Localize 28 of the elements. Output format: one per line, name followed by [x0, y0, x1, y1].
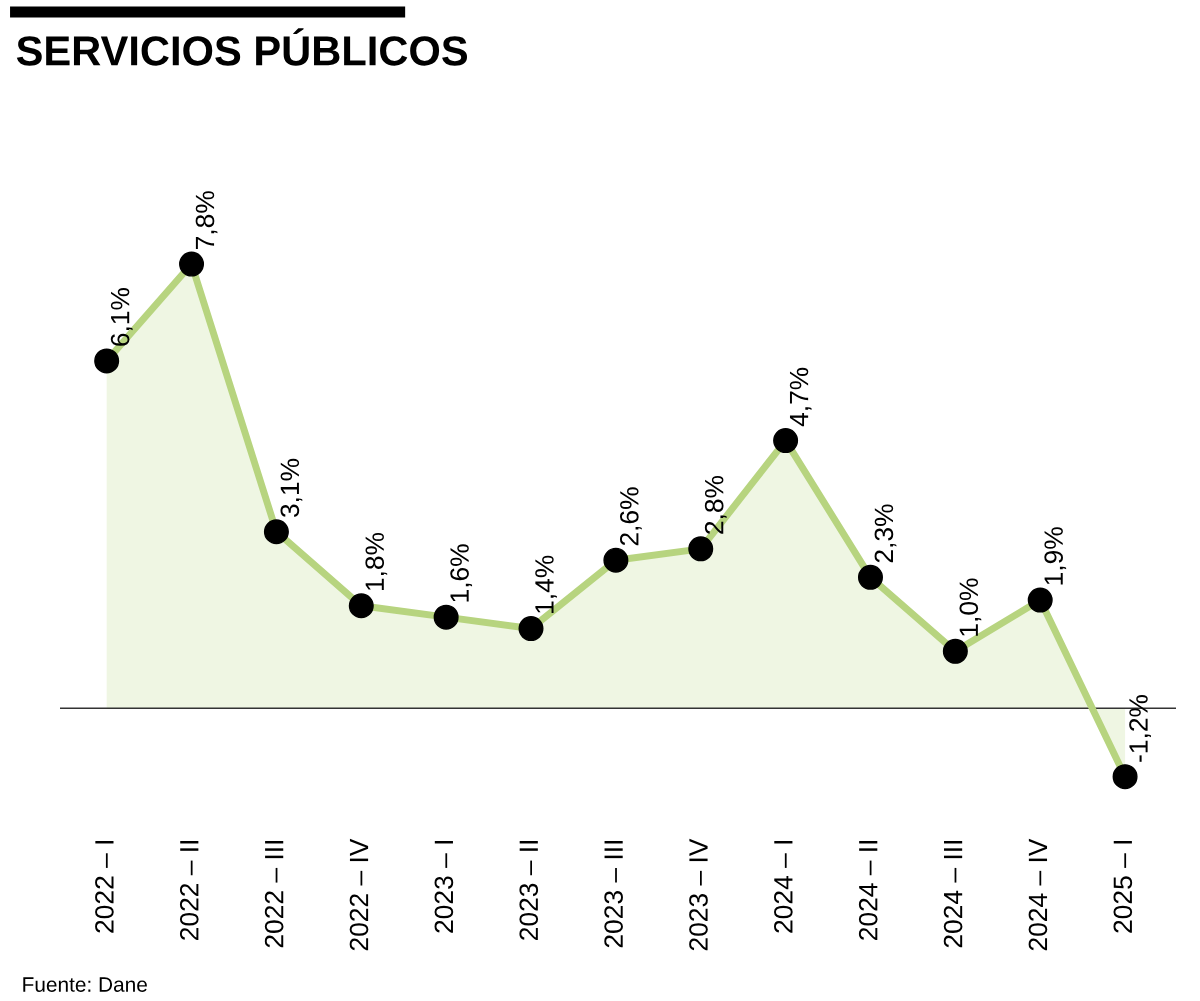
data-label: -1,2%: [1129, 694, 1151, 762]
data-label: 2,3%: [874, 504, 897, 563]
x-tick-label: 2024 – I: [774, 841, 793, 933]
data-label: 4,7%: [789, 367, 812, 427]
x-tick-label: 2023 – IV: [689, 838, 708, 951]
data-label: 2,8%: [704, 475, 727, 534]
x-tick-label: 2024 – IV: [1028, 838, 1048, 951]
data-label: 1,0%: [959, 578, 982, 636]
x-tick-label: 2025 – I: [1113, 841, 1133, 933]
data-label: 1,9%: [1044, 527, 1067, 585]
source-note: Fuente: Dane: [23, 977, 147, 992]
x-tick-label: 2023 – II: [519, 841, 539, 940]
data-label: 7,8%: [195, 191, 218, 250]
data-label: 1,4%: [535, 555, 557, 613]
x-tick-label: 2023 – III: [604, 841, 623, 948]
data-label: 1,6%: [450, 544, 473, 602]
x-tick-label: 2024 – III: [943, 841, 963, 948]
data-label: 1,8%: [365, 532, 388, 591]
x-tick-label: 2022 – II: [179, 841, 199, 940]
x-tick-label: 2022 – I: [95, 841, 114, 933]
x-tick-label: 2023 – I: [434, 841, 454, 933]
data-label: 6,1%: [110, 288, 133, 346]
chart-title: SERVICIOS PÚBLICOS: [16, 28, 468, 66]
x-tick-label: 2022 – IV: [349, 838, 369, 951]
x-tick-label: 2024 – II: [858, 841, 878, 940]
data-label: 3,1%: [280, 458, 303, 518]
x-tick-label: 2022 – III: [264, 841, 284, 948]
data-label: 2,6%: [619, 487, 642, 546]
